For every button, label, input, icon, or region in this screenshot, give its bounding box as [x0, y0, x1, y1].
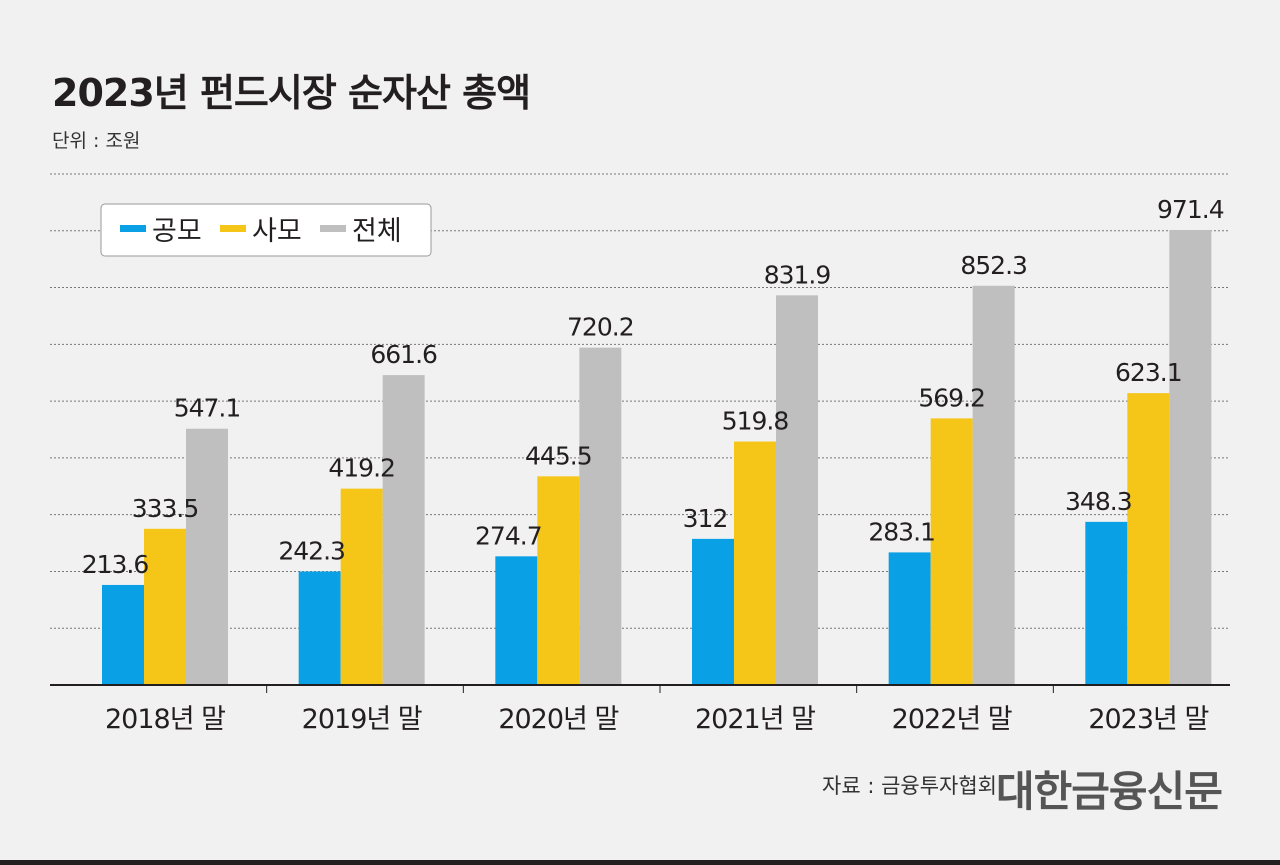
legend-box [100, 203, 432, 257]
x-tick-label: 2021년 말 [695, 704, 815, 735]
bar-total [382, 375, 425, 685]
data-label: 569.2 [918, 383, 985, 412]
x-tick-label: 2023년 말 [1088, 704, 1208, 735]
chart-title: 2023년 펀드시장 순자산 총액 [52, 71, 531, 115]
bar-private [340, 488, 383, 685]
bar-public [102, 584, 144, 685]
data-label: 213.6 [82, 550, 149, 579]
data-label: 661.6 [370, 340, 437, 369]
legend: 공모 사모 전체 [100, 203, 432, 257]
data-label: 419.2 [328, 454, 395, 483]
data-label: 852.3 [960, 251, 1027, 280]
data-label: 445.5 [525, 441, 592, 470]
unit-label: 단위 : 조원 [52, 130, 141, 152]
bar-total [579, 347, 622, 685]
bar-total [972, 285, 1015, 685]
bar-public [888, 552, 931, 685]
data-label: 283.1 [868, 517, 935, 546]
data-label: 623.1 [1115, 358, 1182, 387]
data-label: 519.8 [722, 407, 789, 436]
bar-total [776, 295, 818, 685]
data-label: 312 [683, 504, 728, 533]
publisher-logo: 대한금융신문 [996, 767, 1223, 816]
data-label: 348.3 [1065, 487, 1132, 516]
bar-total [1169, 230, 1212, 685]
legend-label-public: 공모 [152, 216, 202, 247]
x-tick-label: 2019년 말 [302, 704, 422, 735]
bar-public [1085, 521, 1128, 685]
bar-private [537, 476, 580, 685]
data-label: 274.7 [475, 521, 542, 550]
x-tick-label: 2018년 말 [105, 704, 225, 735]
source-note: 자료 : 금융투자협회 [822, 774, 997, 798]
data-label: 242.3 [278, 537, 345, 566]
bar-private [734, 441, 776, 685]
x-axis: 2018년 말 2019년 말 2020년 말 2021년 말 2022년 말 2023년… [50, 684, 1230, 735]
bar-private [1127, 393, 1170, 685]
bottom-rule [0, 860, 1280, 865]
legend-swatch-private [220, 225, 246, 232]
x-tick-label: 2022년 말 [892, 704, 1012, 735]
x-tick-label: 2020년 말 [498, 704, 618, 735]
data-label: 333.5 [132, 494, 199, 523]
data-label: 831.9 [764, 260, 831, 289]
bar-public [495, 556, 538, 685]
legend-label-private: 사모 [252, 216, 302, 247]
bars [102, 230, 1212, 685]
legend-label-total: 전체 [352, 216, 402, 247]
legend-swatch-total [320, 225, 346, 232]
data-label: 971.4 [1157, 195, 1224, 224]
bar-private [144, 528, 186, 685]
bar-public [298, 571, 341, 685]
bar-private [930, 418, 973, 685]
data-label: 720.2 [567, 313, 634, 342]
bar-public [692, 538, 734, 685]
data-labels: 213.6 333.5 547.1 242.3 419.2 661.6 274.7 445.5… [82, 195, 1225, 579]
legend-swatch-public [120, 225, 146, 232]
data-label: 547.1 [174, 394, 241, 423]
bar-total [186, 428, 228, 685]
